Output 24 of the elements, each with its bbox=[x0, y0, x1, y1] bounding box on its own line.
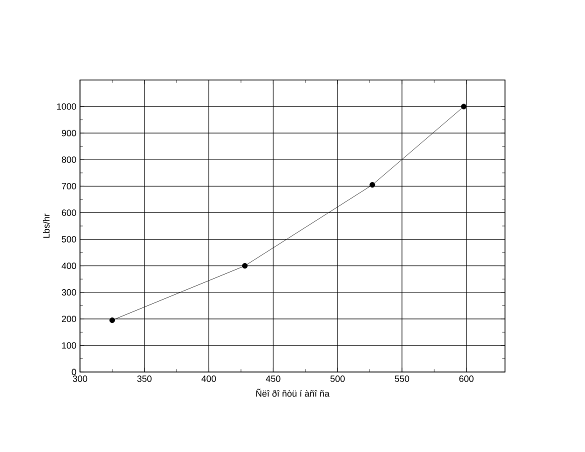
y-tick-label: 600 bbox=[62, 210, 76, 216]
point bbox=[370, 182, 376, 188]
point bbox=[460, 104, 467, 110]
point bbox=[242, 263, 248, 269]
x-tick-label: 500 bbox=[330, 376, 345, 382]
y-tick-label: 700 bbox=[62, 182, 76, 190]
x-tick-label: 300 bbox=[72, 376, 88, 382]
y-tick-label: 0 bbox=[72, 368, 76, 376]
y-tick-label: 900 bbox=[62, 130, 76, 136]
x-tick-label: 450 bbox=[266, 376, 280, 382]
x-tick-label: 600 bbox=[459, 376, 474, 382]
y-tick-label: 400 bbox=[62, 262, 76, 270]
y-tick-label: 500 bbox=[62, 236, 76, 242]
y-tick-label: 200 bbox=[62, 316, 76, 322]
x-axis-title: Ñëî ðî ñòü í àñî ña bbox=[256, 388, 330, 397]
y-tick-label: 100 bbox=[62, 342, 76, 349]
y-tick-label: 800 bbox=[62, 156, 76, 163]
x-tick-label: 350 bbox=[137, 376, 152, 382]
y-axis-title: Lbs/hr bbox=[42, 214, 50, 238]
y-tick-label: 300 bbox=[62, 289, 76, 296]
y-tick-label: 1000 bbox=[57, 103, 76, 110]
x-tick-label: 400 bbox=[201, 376, 216, 382]
x-tick-label: 550 bbox=[394, 376, 410, 382]
point bbox=[109, 317, 115, 324]
